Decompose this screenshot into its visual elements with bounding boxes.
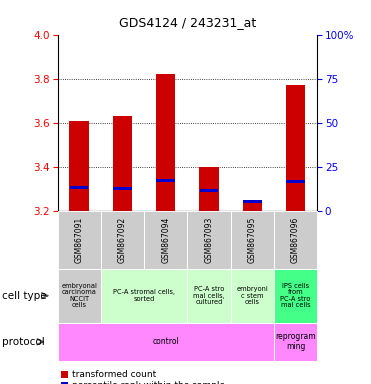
Bar	[70, 186, 88, 189]
Text: PC-A stro
mal cells,
cultured: PC-A stro mal cells, cultured	[193, 286, 225, 305]
Text: transformed count: transformed count	[72, 370, 156, 379]
Bar	[243, 202, 262, 211]
Bar	[274, 211, 317, 269]
Bar	[187, 269, 231, 323]
Bar	[187, 211, 231, 269]
Text: protocol: protocol	[2, 337, 45, 347]
Text: GSM867094: GSM867094	[161, 217, 170, 263]
Bar	[231, 211, 274, 269]
Text: GSM867095: GSM867095	[248, 217, 257, 263]
Text: embryoni
c stem
cells: embryoni c stem cells	[236, 286, 268, 305]
Bar	[157, 179, 175, 182]
Text: cell type: cell type	[2, 291, 46, 301]
Bar	[58, 211, 101, 269]
Text: GDS4124 / 243231_at: GDS4124 / 243231_at	[119, 16, 256, 29]
Text: GSM867092: GSM867092	[118, 217, 127, 263]
Text: embryonal
carcinoma
NCCIT
cells: embryonal carcinoma NCCIT cells	[61, 283, 97, 308]
Bar	[243, 200, 262, 203]
Bar	[144, 211, 187, 269]
Text: control: control	[152, 337, 179, 346]
Bar	[61, 371, 68, 378]
Bar	[200, 189, 218, 192]
Bar	[274, 323, 317, 361]
Bar	[101, 211, 144, 269]
Text: GSM867096: GSM867096	[291, 217, 300, 263]
Bar	[113, 116, 132, 211]
Text: reprogram
ming: reprogram ming	[275, 333, 316, 351]
Bar	[156, 74, 175, 211]
Bar	[58, 269, 101, 323]
Bar	[286, 180, 305, 183]
Bar	[231, 269, 274, 323]
Text: IPS cells
from
PC-A stro
mal cells: IPS cells from PC-A stro mal cells	[280, 283, 311, 308]
Bar	[274, 269, 317, 323]
Bar	[101, 269, 187, 323]
Bar	[199, 167, 219, 211]
Bar	[113, 187, 132, 190]
Bar	[69, 121, 89, 211]
Bar	[286, 85, 305, 211]
Text: percentile rank within the sample: percentile rank within the sample	[72, 381, 225, 384]
Bar	[61, 382, 68, 384]
Text: GSM867093: GSM867093	[204, 217, 213, 263]
Text: GSM867091: GSM867091	[75, 217, 83, 263]
Text: PC-A stromal cells,
sorted: PC-A stromal cells, sorted	[113, 290, 175, 302]
Bar	[58, 323, 274, 361]
